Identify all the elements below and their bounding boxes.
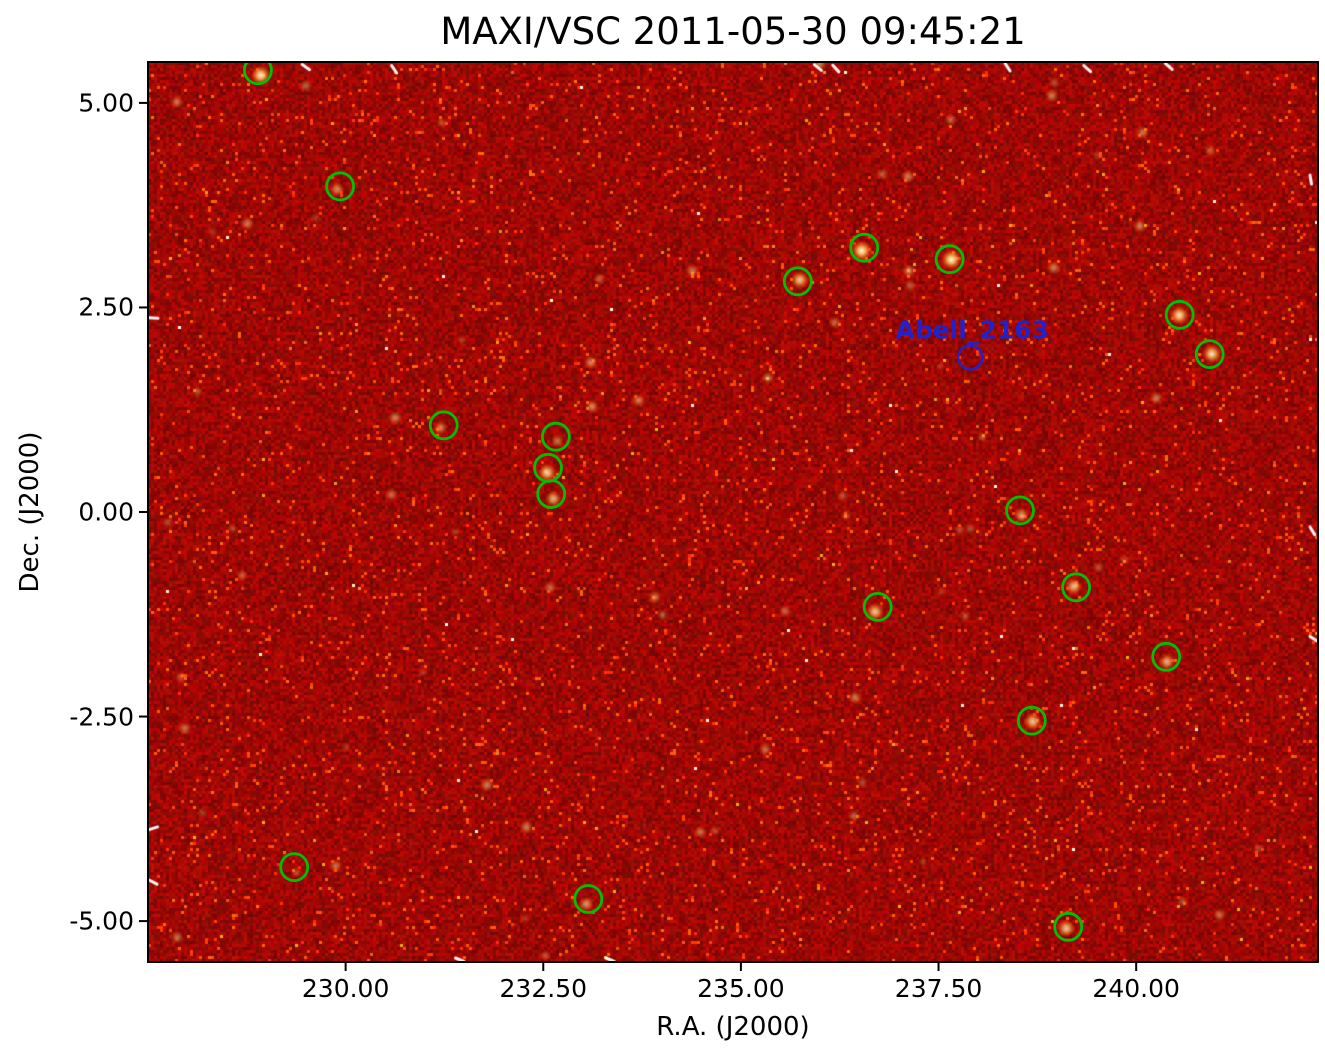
x-tick-label: 230.00 <box>301 974 390 1003</box>
chart-title: MAXI/VSC 2011-05-30 09:45:21 <box>440 10 1026 53</box>
y-tick-label: -5.00 <box>69 906 134 936</box>
y-tick-label: 5.00 <box>78 88 134 118</box>
x-axis-label: R.A. (J2000) <box>656 1012 810 1042</box>
x-tick-label: 240.00 <box>1092 974 1180 1003</box>
x-tick-label: 235.00 <box>697 974 785 1003</box>
y-tick-label: -2.50 <box>69 702 134 732</box>
plot-area: Abell_2163 <box>148 62 1318 962</box>
x-tick-label: 232.50 <box>499 974 588 1003</box>
sky-image-canvas <box>148 62 1318 962</box>
y-tick-label: 0.00 <box>78 497 134 527</box>
y-tick-label: 2.50 <box>78 292 134 322</box>
x-tick-label: 237.50 <box>894 974 983 1003</box>
